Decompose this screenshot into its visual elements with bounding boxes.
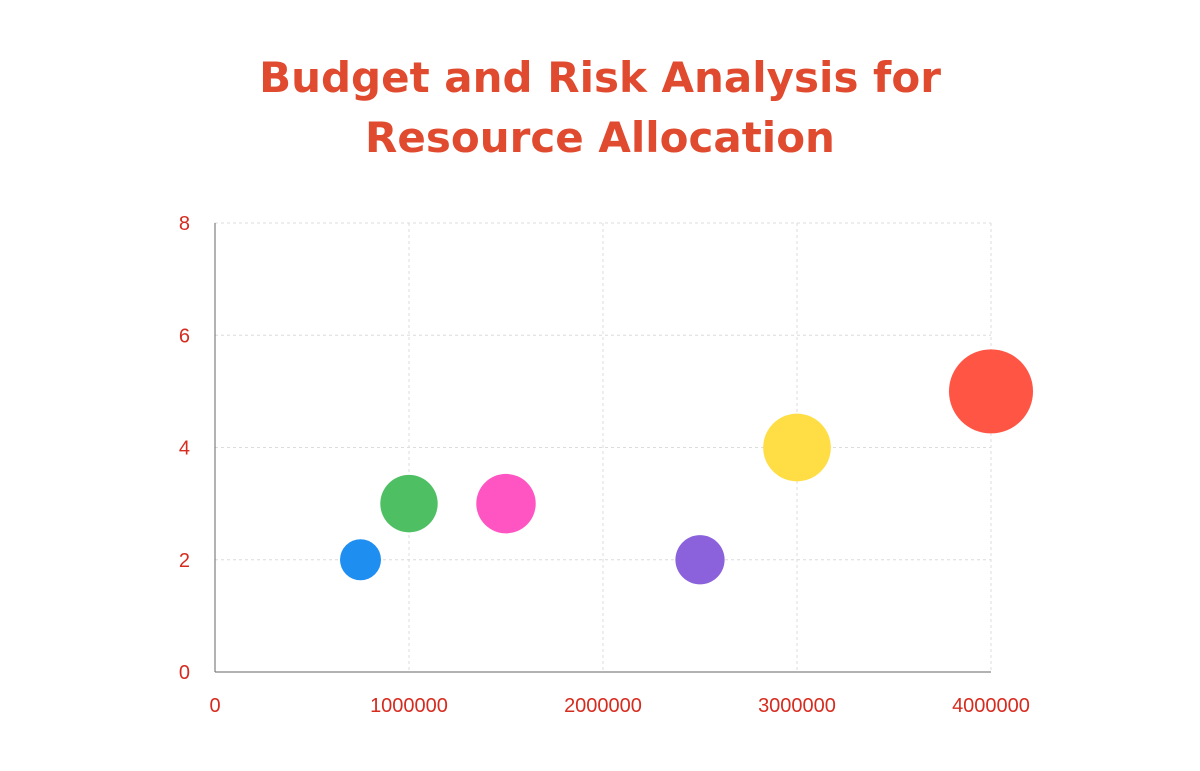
- y-tick-label: 4: [179, 438, 190, 460]
- bubble-point[interactable]: [340, 539, 381, 581]
- bubbles: [340, 349, 1034, 585]
- bubble-point[interactable]: [675, 535, 725, 585]
- axes: [214, 223, 991, 673]
- x-axis-ticks: 0 1000000 2000000 3000000 4000000: [209, 695, 1030, 717]
- x-tick-label: 3000000: [758, 695, 836, 717]
- y-axis-ticks: 0 2 4 6 8: [179, 213, 190, 684]
- x-tick-label: 4000000: [952, 695, 1030, 717]
- chart-title-line-2: Resource Allocation: [365, 113, 835, 162]
- x-tick-label: 1000000: [370, 695, 448, 717]
- bubble-point[interactable]: [763, 413, 831, 482]
- x-tick-label: 0: [209, 695, 220, 717]
- chart-title: Budget and Risk Analysis for Resource Al…: [0, 48, 1200, 168]
- x-tick-label: 2000000: [564, 695, 642, 717]
- bubble-point[interactable]: [476, 473, 536, 534]
- chart-title-line-1: Budget and Risk Analysis for: [259, 53, 941, 102]
- y-tick-label: 8: [179, 213, 190, 235]
- bubble-point[interactable]: [380, 474, 438, 533]
- y-tick-label: 6: [179, 325, 190, 347]
- bubble-point[interactable]: [948, 349, 1034, 434]
- grid: [215, 222, 992, 672]
- y-tick-label: 0: [179, 662, 190, 684]
- y-tick-label: 2: [179, 550, 190, 572]
